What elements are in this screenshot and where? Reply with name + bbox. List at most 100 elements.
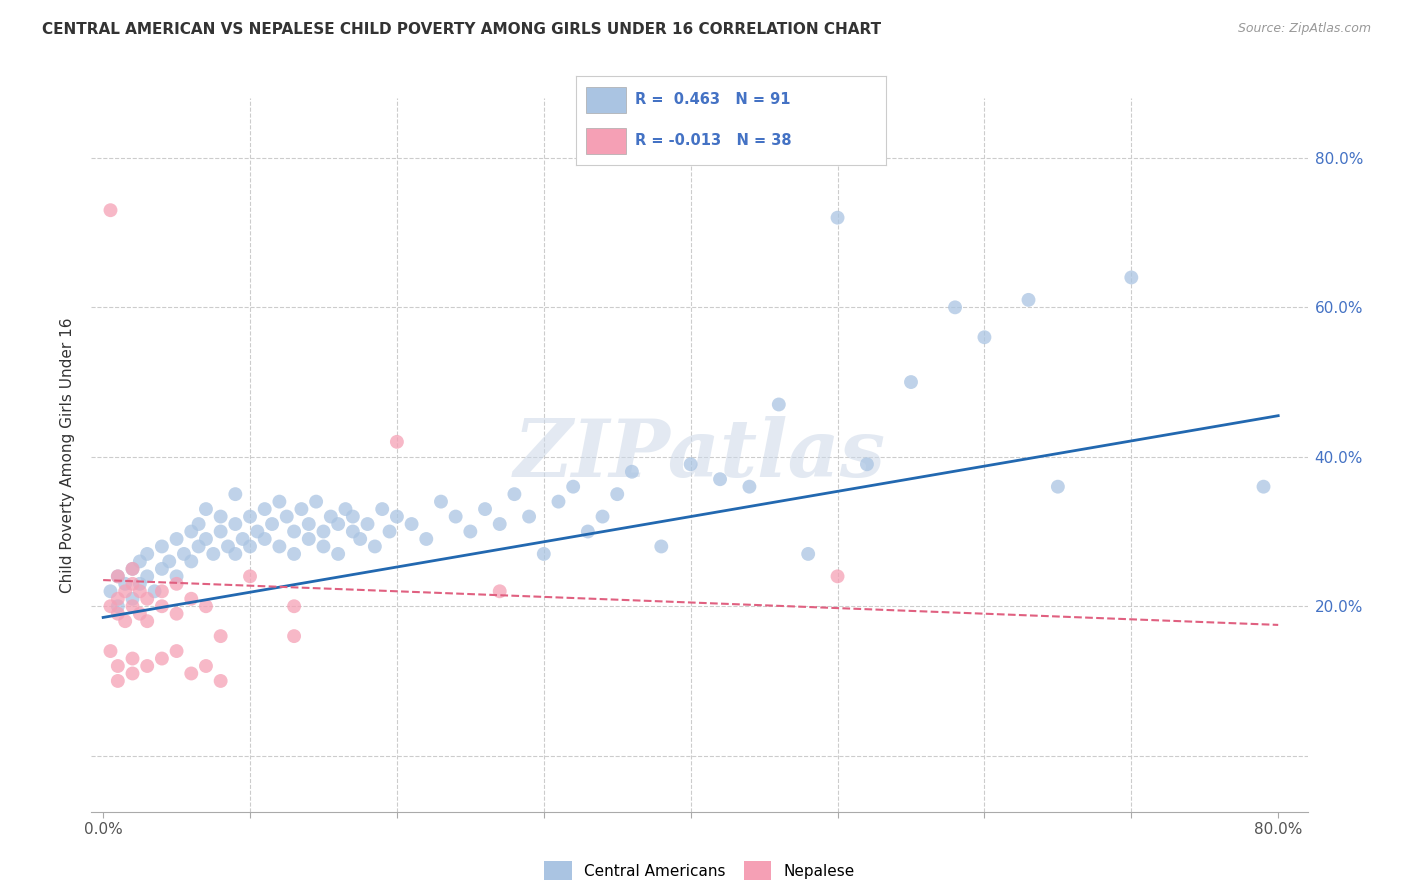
Point	[150, 651, 173, 665]
Point	[364, 540, 387, 554]
Point	[224, 487, 246, 501]
Point	[202, 547, 225, 561]
Point	[194, 532, 217, 546]
Point	[827, 211, 849, 225]
Text: ZIPatlas: ZIPatlas	[513, 417, 886, 493]
Point	[460, 524, 482, 539]
Bar	[586, 87, 626, 113]
Point	[128, 584, 150, 599]
Point	[562, 480, 585, 494]
Point	[121, 599, 143, 614]
Point	[415, 532, 437, 546]
Point	[342, 509, 364, 524]
Point	[187, 540, 209, 554]
Point	[150, 584, 173, 599]
Text: R =  0.463   N = 91: R = 0.463 N = 91	[636, 93, 790, 107]
Point	[121, 577, 143, 591]
Point	[121, 666, 143, 681]
Point	[239, 540, 262, 554]
Point	[283, 524, 305, 539]
Point	[547, 494, 569, 508]
Point	[385, 434, 408, 449]
Point	[1046, 480, 1069, 494]
Point	[283, 629, 305, 643]
Point	[503, 487, 526, 501]
Point	[209, 673, 232, 688]
Point	[136, 614, 159, 628]
Point	[371, 502, 394, 516]
Point	[180, 524, 202, 539]
Point	[430, 494, 453, 508]
Point	[150, 562, 173, 576]
Text: CENTRAL AMERICAN VS NEPALESE CHILD POVERTY AMONG GIRLS UNDER 16 CORRELATION CHAR: CENTRAL AMERICAN VS NEPALESE CHILD POVER…	[42, 22, 882, 37]
Point	[107, 607, 129, 621]
Point	[533, 547, 555, 561]
Point	[136, 547, 159, 561]
Point	[943, 301, 966, 315]
Point	[136, 569, 159, 583]
Point	[107, 569, 129, 583]
Point	[166, 644, 188, 658]
Point	[194, 502, 217, 516]
Point	[576, 524, 599, 539]
Point	[107, 599, 129, 614]
Point	[342, 524, 364, 539]
Point	[328, 516, 350, 531]
Point	[114, 584, 136, 599]
Point	[335, 502, 357, 516]
Point	[121, 562, 143, 576]
Point	[797, 547, 820, 561]
Point	[312, 524, 335, 539]
Point	[385, 509, 408, 524]
Point	[328, 547, 350, 561]
Point	[738, 480, 761, 494]
Point	[276, 509, 298, 524]
Legend: Central Americans, Nepalese: Central Americans, Nepalese	[538, 855, 860, 886]
Point	[224, 547, 246, 561]
Point	[224, 516, 246, 531]
Point	[121, 562, 143, 576]
Point	[474, 502, 496, 516]
Point	[180, 591, 202, 606]
Point	[900, 375, 922, 389]
Text: R = -0.013   N = 38: R = -0.013 N = 38	[636, 134, 792, 148]
Point	[136, 591, 159, 606]
Point	[100, 644, 122, 658]
Point	[650, 540, 672, 554]
Point	[444, 509, 467, 524]
Point	[128, 554, 150, 568]
Point	[107, 569, 129, 583]
Point	[592, 509, 614, 524]
Point	[290, 502, 312, 516]
Point	[166, 577, 188, 591]
Point	[180, 554, 202, 568]
Point	[107, 659, 129, 673]
Point	[253, 502, 276, 516]
Point	[768, 397, 790, 411]
Point	[1253, 480, 1275, 494]
Point	[136, 659, 159, 673]
Point	[100, 203, 122, 218]
Point	[620, 465, 643, 479]
Point	[253, 532, 276, 546]
Bar	[586, 128, 626, 154]
Point	[173, 547, 195, 561]
Point	[260, 516, 283, 531]
Point	[128, 607, 150, 621]
Point	[298, 516, 321, 531]
Point	[114, 614, 136, 628]
Text: Source: ZipAtlas.com: Source: ZipAtlas.com	[1237, 22, 1371, 36]
Point	[143, 584, 166, 599]
Point	[709, 472, 731, 486]
Point	[312, 540, 335, 554]
Point	[856, 457, 879, 471]
Y-axis label: Child Poverty Among Girls Under 16: Child Poverty Among Girls Under 16	[60, 318, 76, 592]
Point	[107, 673, 129, 688]
Point	[827, 569, 849, 583]
Point	[606, 487, 628, 501]
Point	[166, 607, 188, 621]
Point	[194, 659, 217, 673]
Point	[239, 509, 262, 524]
Point	[319, 509, 342, 524]
Point	[488, 584, 510, 599]
